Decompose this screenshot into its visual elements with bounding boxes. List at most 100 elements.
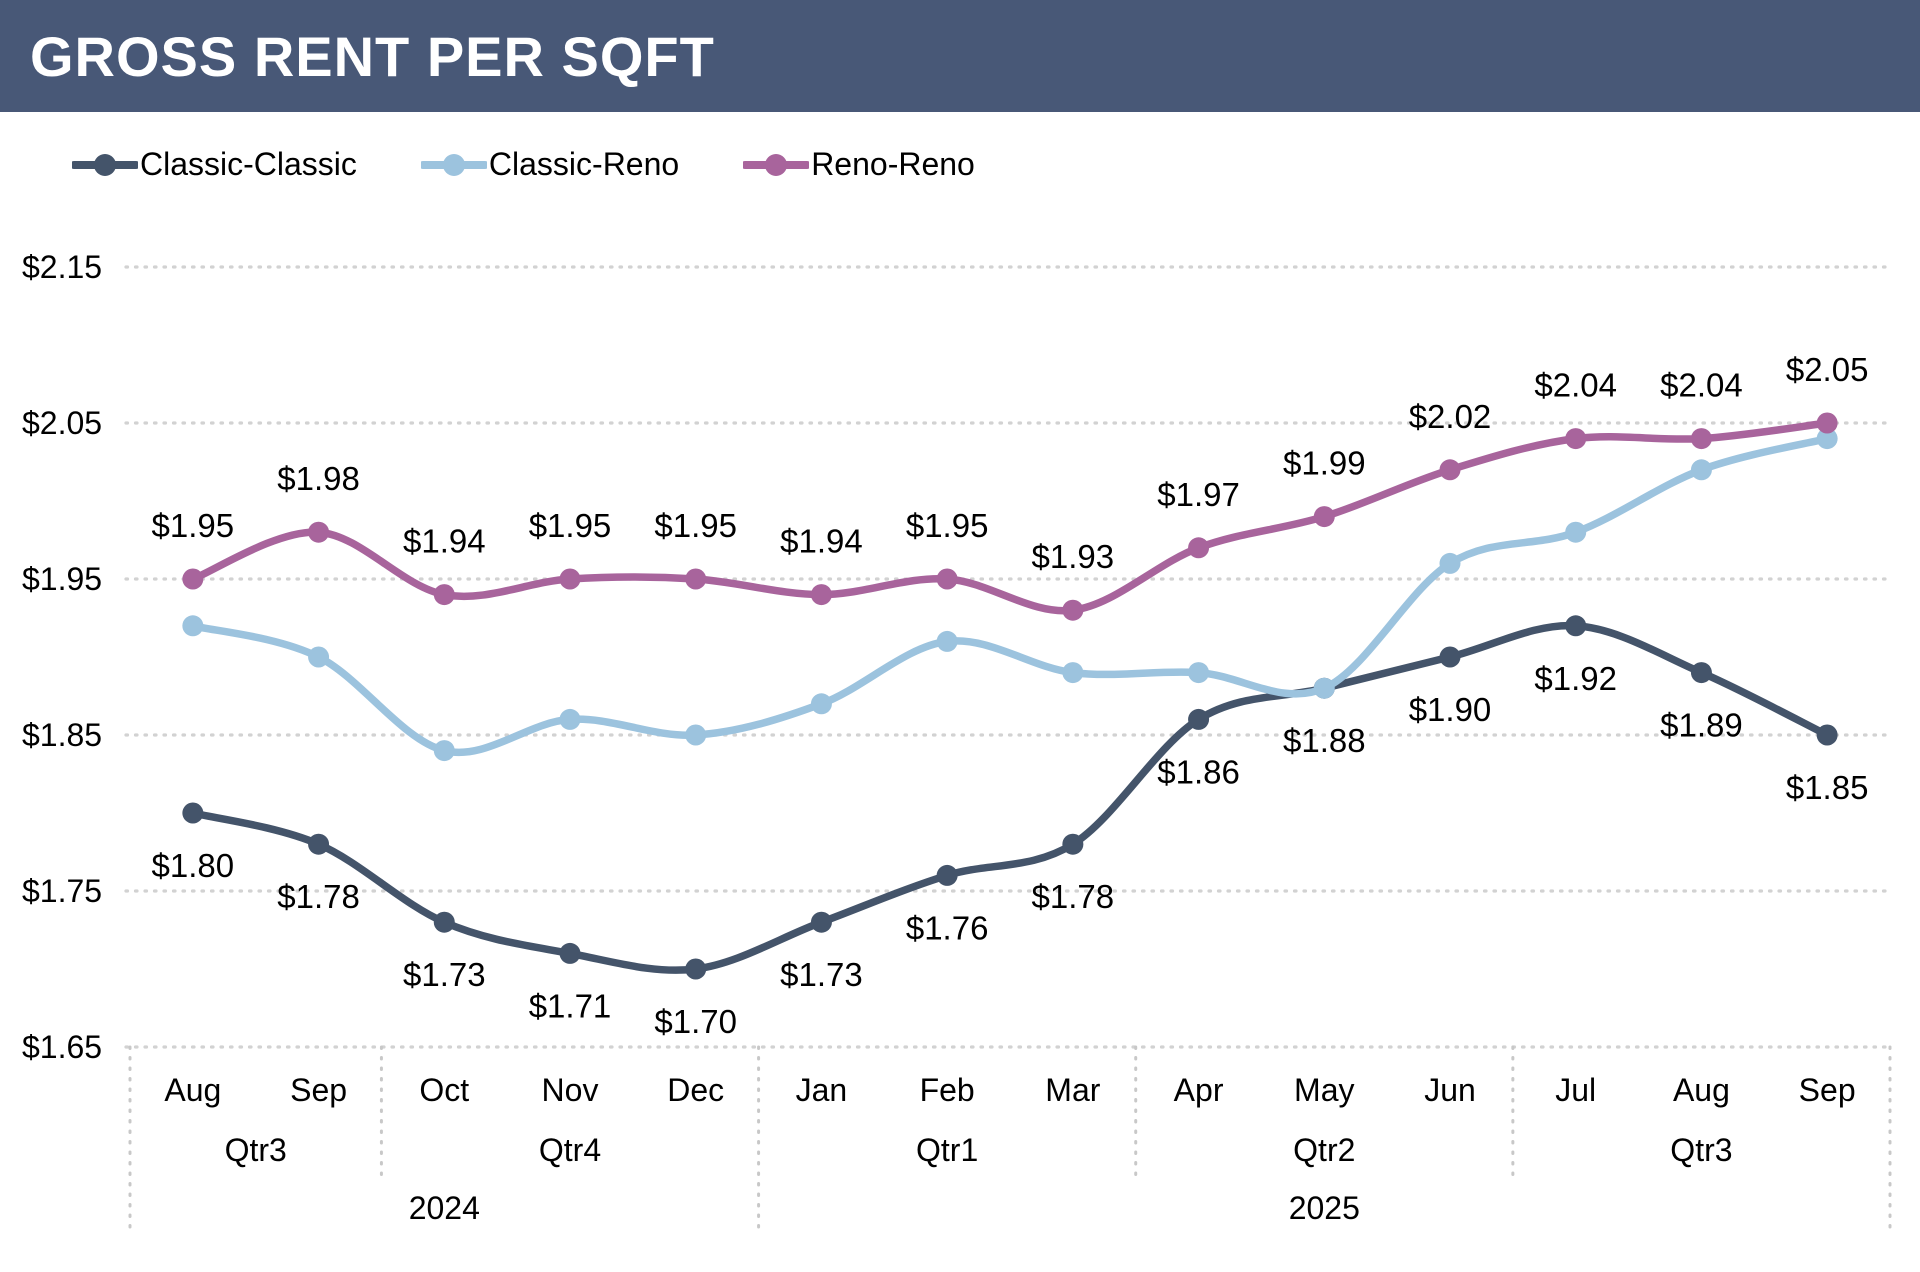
data-point-classic-classic	[1690, 662, 1712, 684]
data-label-reno-reno: $1.95	[152, 507, 235, 544]
data-point-classic-reno	[182, 615, 204, 637]
x-axis-quarter-label: Qtr3	[225, 1132, 287, 1168]
data-point-classic-classic	[308, 833, 330, 855]
data-point-classic-classic	[1188, 708, 1210, 730]
data-label-reno-reno: $2.04	[1660, 367, 1743, 404]
y-axis-tick-label: $1.95	[22, 561, 102, 597]
data-point-reno-reno	[1062, 599, 1084, 621]
x-axis-month-label: Aug	[164, 1072, 221, 1108]
data-point-classic-classic	[559, 942, 581, 964]
data-point-reno-reno	[810, 584, 832, 606]
chart-legend: Classic-Classic Classic-Reno Reno-Reno	[72, 146, 975, 183]
data-point-classic-reno	[1313, 677, 1335, 699]
x-axis-year-label: 2024	[409, 1190, 480, 1226]
data-point-classic-reno	[1565, 521, 1587, 543]
data-point-reno-reno	[1690, 428, 1712, 450]
x-axis-month-label: Sep	[290, 1072, 347, 1108]
data-point-classic-classic	[1062, 833, 1084, 855]
data-label-reno-reno: $2.02	[1409, 398, 1492, 435]
x-axis-month-label: May	[1294, 1072, 1354, 1108]
data-label-reno-reno: $1.97	[1157, 476, 1240, 513]
data-point-classic-reno	[685, 724, 707, 746]
data-point-reno-reno	[559, 568, 581, 590]
data-point-classic-reno	[1690, 459, 1712, 481]
data-point-reno-reno	[433, 584, 455, 606]
legend-label: Reno-Reno	[811, 146, 975, 182]
data-label-classic-classic: $1.85	[1786, 769, 1869, 806]
data-point-classic-classic	[810, 911, 832, 933]
data-point-reno-reno	[685, 568, 707, 590]
data-point-classic-reno	[1062, 662, 1084, 684]
x-axis-month-label: Mar	[1045, 1072, 1100, 1108]
legend-item-classic-classic: Classic-Classic	[72, 146, 357, 183]
data-label-classic-classic: $1.70	[654, 1003, 737, 1040]
x-axis-month-label: Sep	[1799, 1072, 1856, 1108]
data-point-reno-reno	[182, 568, 204, 590]
x-axis-year-label: 2025	[1289, 1190, 1360, 1226]
data-point-classic-reno	[1816, 428, 1838, 450]
data-label-classic-classic: $1.88	[1283, 722, 1366, 759]
data-point-classic-classic	[1439, 646, 1461, 668]
x-axis-month-label: Jan	[796, 1072, 848, 1108]
data-label-reno-reno: $2.04	[1534, 367, 1617, 404]
series-line-reno-reno	[189, 419, 1831, 615]
data-point-classic-reno	[559, 708, 581, 730]
data-point-classic-classic	[685, 958, 707, 980]
data-label-reno-reno: $1.98	[277, 460, 360, 497]
data-label-classic-classic: $1.89	[1660, 707, 1743, 744]
x-axis-month-label: Oct	[419, 1072, 469, 1108]
y-axis-tick-label: $1.65	[22, 1029, 102, 1065]
data-label-classic-classic: $1.86	[1157, 753, 1240, 790]
data-point-classic-classic	[433, 911, 455, 933]
legend-item-reno-reno: Reno-Reno	[743, 146, 975, 183]
data-label-classic-classic: $1.92	[1534, 660, 1617, 697]
y-axis-tick-label: $2.05	[22, 405, 102, 441]
data-label-reno-reno: $1.94	[780, 523, 863, 560]
data-point-reno-reno	[1816, 412, 1838, 434]
x-axis-month-label: Feb	[920, 1072, 975, 1108]
data-label-reno-reno: $1.94	[403, 523, 486, 560]
data-point-reno-reno	[1439, 459, 1461, 481]
data-label-reno-reno: $1.95	[529, 507, 612, 544]
legend-label: Classic-Reno	[488, 146, 680, 182]
legend-marker-icon	[743, 153, 810, 176]
y-axis-tick-label: $1.85	[22, 717, 102, 753]
data-label-classic-classic: $1.76	[906, 909, 989, 946]
data-point-classic-classic	[1565, 615, 1587, 637]
data-label-reno-reno: $2.05	[1786, 351, 1869, 388]
data-point-classic-reno	[810, 693, 832, 715]
x-axis-quarter-label: Qtr3	[1670, 1132, 1732, 1168]
data-label-classic-classic: $1.73	[403, 956, 486, 993]
x-axis-month-label: Nov	[542, 1072, 599, 1108]
page-title: GROSS RENT PER SQFT	[30, 24, 715, 88]
data-label-classic-classic: $1.78	[277, 878, 360, 915]
data-label-reno-reno: $1.93	[1032, 538, 1115, 575]
data-point-classic-reno	[433, 740, 455, 762]
data-point-reno-reno	[308, 521, 330, 543]
x-axis-month-label: Apr	[1174, 1072, 1224, 1108]
data-label-classic-classic: $1.73	[780, 956, 863, 993]
x-axis-month-label: Jun	[1424, 1072, 1476, 1108]
data-point-reno-reno	[1188, 537, 1210, 559]
data-label-classic-classic: $1.80	[152, 847, 235, 884]
legend-marker-icon	[420, 153, 487, 176]
data-point-reno-reno	[1565, 428, 1587, 450]
x-axis-quarter-label: Qtr4	[539, 1132, 601, 1168]
title-bar: GROSS RENT PER SQFT	[0, 0, 1920, 112]
y-axis-tick-label: $2.15	[22, 249, 102, 285]
data-label-reno-reno: $1.95	[906, 507, 989, 544]
data-point-classic-classic	[1816, 724, 1838, 746]
data-point-classic-reno	[1188, 662, 1210, 684]
data-point-classic-classic	[936, 864, 958, 886]
data-label-reno-reno: $1.95	[654, 507, 737, 544]
data-point-classic-classic	[182, 802, 204, 824]
data-point-classic-reno	[1439, 552, 1461, 574]
legend-marker-icon	[72, 153, 138, 176]
x-axis-month-label: Dec	[667, 1072, 724, 1108]
legend-label: Classic-Classic	[140, 146, 357, 182]
x-axis-quarter-label: Qtr2	[1293, 1132, 1355, 1168]
y-axis-tick-label: $1.75	[22, 873, 102, 909]
data-label-classic-classic: $1.90	[1409, 691, 1492, 728]
data-label-classic-classic: $1.71	[529, 987, 612, 1024]
